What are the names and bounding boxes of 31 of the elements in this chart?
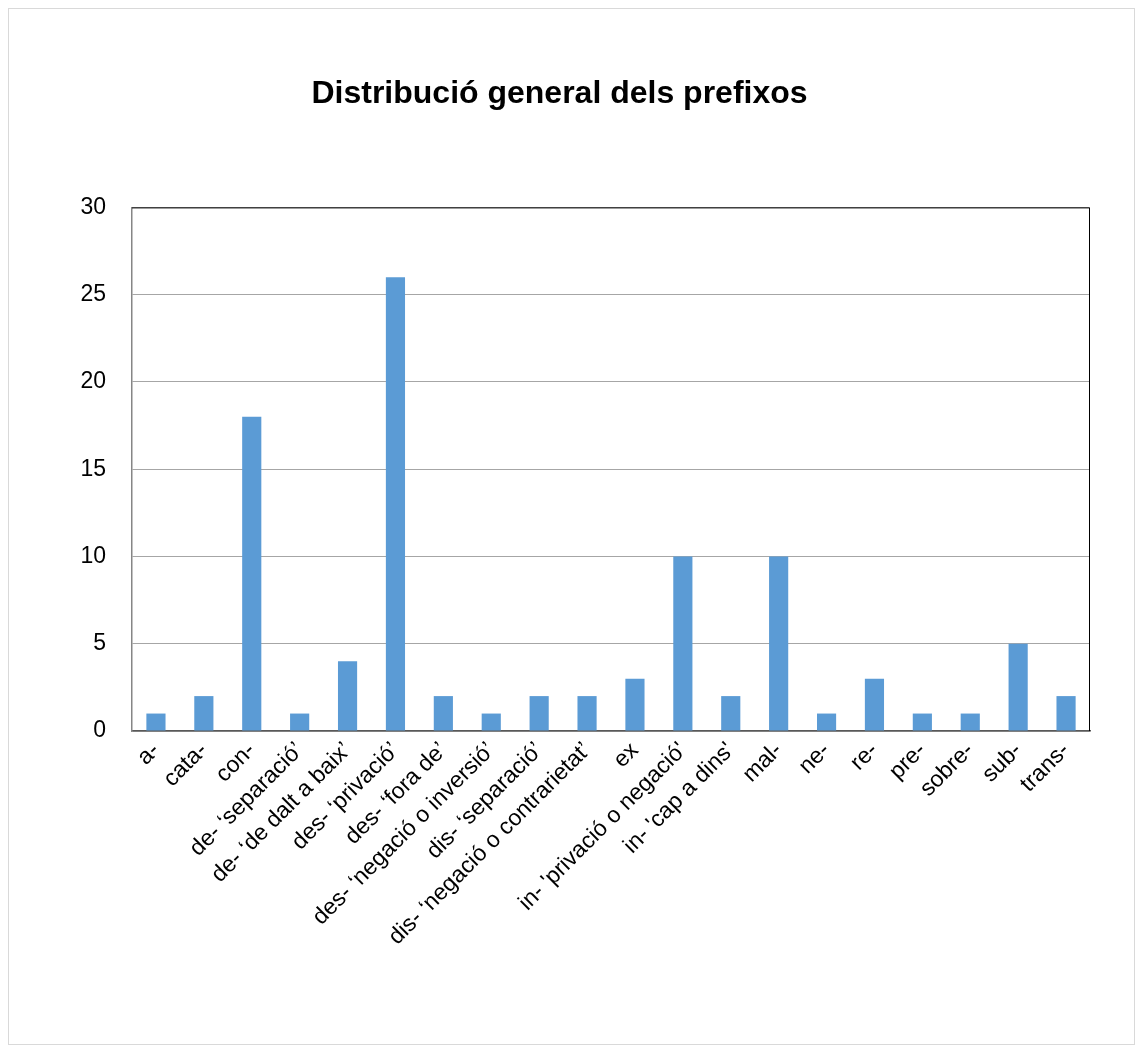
bar (673, 556, 693, 731)
y-tick-label: 30 (80, 192, 106, 219)
bar (625, 678, 645, 731)
y-tick-label: 10 (80, 541, 106, 568)
bar (337, 661, 358, 731)
bar (864, 678, 885, 731)
y-tick-label: 25 (80, 280, 106, 307)
bar (912, 713, 932, 731)
x-tick-label: ne- (792, 736, 835, 779)
bar (242, 416, 262, 731)
bar (481, 713, 501, 731)
bar (385, 277, 406, 731)
chart-title: Distribució general dels prefixos (311, 74, 808, 111)
bar (1008, 643, 1028, 731)
x-tick-label: re- (844, 736, 883, 775)
x-tick-label: mal- (736, 736, 787, 787)
bar (721, 696, 741, 731)
bar (769, 556, 789, 731)
bar (1056, 696, 1076, 731)
bar (146, 713, 166, 731)
bar (433, 696, 453, 731)
y-tick-label: 15 (80, 454, 106, 481)
bar (290, 713, 310, 731)
y-tick-label: 5 (93, 629, 106, 656)
bar (194, 696, 214, 731)
bar (577, 696, 597, 731)
bar (960, 713, 980, 731)
bar (816, 713, 837, 731)
bar (529, 696, 549, 731)
y-tick-label: 20 (80, 367, 106, 394)
y-tick-label: 0 (93, 716, 106, 743)
